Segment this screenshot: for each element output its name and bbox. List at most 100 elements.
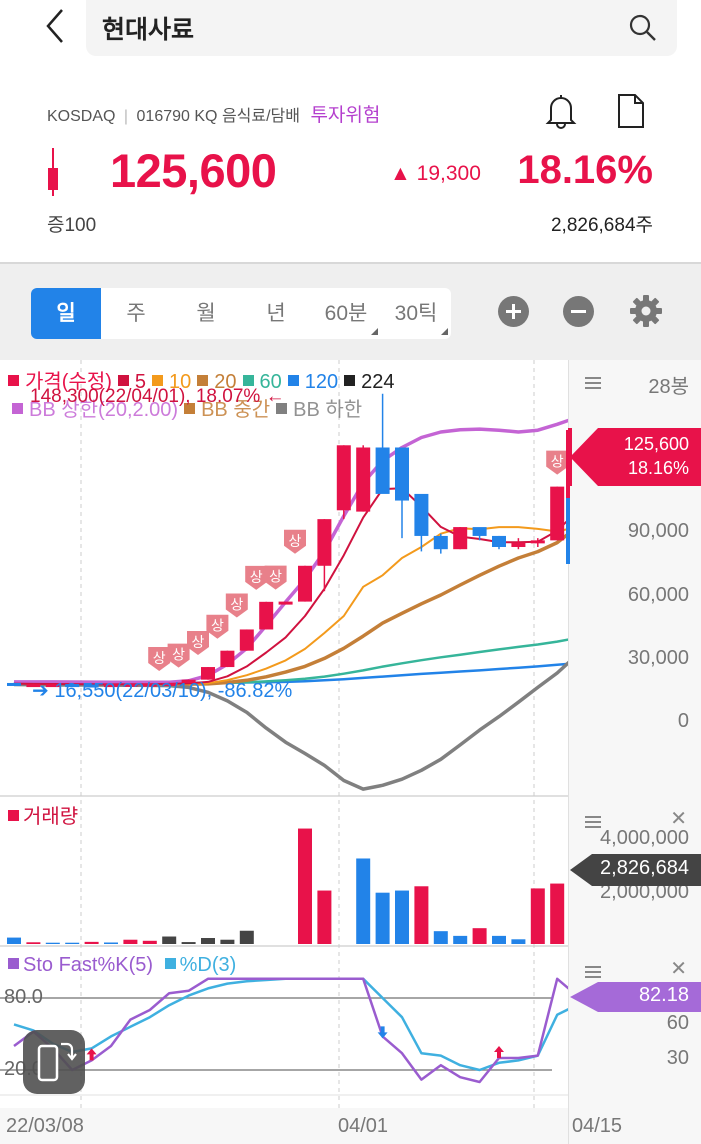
- legend-label: 20: [214, 371, 237, 393]
- y-tick: 0: [677, 710, 689, 732]
- price-sub-label: 증100: [47, 215, 97, 236]
- x-tick: 04/15: [572, 1115, 623, 1137]
- legend-swatch: [276, 403, 288, 414]
- risk-badge[interactable]: 투자위험: [310, 105, 381, 126]
- candle-down: [433, 535, 448, 550]
- legend-swatch: [197, 375, 209, 386]
- close-icon[interactable]: ✕: [670, 958, 687, 980]
- limit-up-marker: [245, 565, 268, 590]
- sto-k-line: [13, 977, 568, 1084]
- volume-bar: [26, 942, 41, 944]
- volume-bar: [142, 940, 157, 944]
- volume-bar: [201, 938, 215, 944]
- tab-label: 일: [56, 302, 76, 325]
- menu-icon[interactable]: [585, 377, 601, 389]
- candle-up: [298, 565, 312, 602]
- stochastic-legend: Sto Fast%K(5) %D(3): [8, 954, 236, 977]
- tab-60min[interactable]: 60분: [311, 288, 381, 339]
- y-tick: 4,000,000: [600, 827, 689, 849]
- limit-up-label: 상: [230, 597, 243, 613]
- menu-icon[interactable]: [585, 966, 601, 978]
- candle-up: [239, 629, 254, 651]
- y-tick: 30,000: [627, 647, 689, 669]
- legend-swatch: [242, 375, 254, 386]
- candle-up: [220, 650, 235, 668]
- x-tick: 04/01: [338, 1115, 389, 1137]
- menu-icon[interactable]: [585, 816, 601, 828]
- price-change: ▲ 19,300: [390, 162, 481, 186]
- bb-legend: BB 상한(20,2.00) BB 중간 BB 하한: [12, 393, 368, 422]
- legend-label: BB 중간: [201, 399, 271, 421]
- current-sto-tag: 82.18: [568, 982, 701, 1012]
- legend-item: 5: [117, 371, 146, 393]
- candle-up: [530, 540, 545, 544]
- legend-label: 가격(수정): [25, 371, 112, 393]
- volume-bar: [395, 890, 409, 944]
- date-axis-background: [0, 1108, 568, 1144]
- bar-count: 28봉: [648, 376, 689, 398]
- tab-30tick[interactable]: 30틱: [381, 288, 451, 339]
- volume-bar: [414, 886, 429, 944]
- zoom-in-button[interactable]: [498, 296, 529, 327]
- candle-up: [26, 684, 41, 688]
- candle-up: [104, 684, 118, 688]
- min-price-annotation: ➔ 16,550(22/03/10), -86.82%: [32, 680, 293, 702]
- volume-bar: [356, 858, 371, 944]
- candle-up: [201, 667, 215, 680]
- y-tick: 90,000: [627, 520, 689, 542]
- price-tag-text: 125,600 18.16%: [624, 432, 689, 480]
- legend-label: 224: [361, 371, 395, 393]
- tab-label: 년: [266, 302, 286, 325]
- limit-up-marker: [546, 450, 568, 475]
- candle-up: [259, 601, 274, 630]
- sto-ref-high: 80.0: [4, 986, 43, 1008]
- search-bar[interactable]: 현대사료: [86, 0, 677, 56]
- gear-icon[interactable]: [629, 294, 663, 328]
- tab-month[interactable]: 월: [171, 288, 241, 339]
- legend-swatch: [8, 375, 19, 386]
- price-legend: 가격(수정) 5 10 20 60 120 224: [8, 365, 401, 394]
- limit-up-label: 상: [192, 635, 205, 651]
- limit-up-marker: [225, 593, 248, 618]
- rotate-screen-button[interactable]: [23, 1030, 85, 1094]
- legend-label: BB 하한: [293, 399, 363, 421]
- limit-up-label: 상: [172, 648, 185, 664]
- tab-year[interactable]: 년: [241, 288, 311, 339]
- candle-up: [278, 601, 293, 605]
- volume-bar: [298, 828, 312, 944]
- search-icon[interactable]: [627, 12, 659, 44]
- candle-down: [492, 535, 506, 547]
- limit-up-label: 상: [551, 455, 564, 471]
- bell-icon[interactable]: [543, 92, 579, 130]
- tab-label: 30틱: [394, 302, 438, 325]
- volume-legend-label: 거래량: [23, 806, 79, 828]
- candle-up: [453, 527, 468, 550]
- volume-bar: [511, 939, 526, 944]
- back-button[interactable]: [38, 6, 74, 46]
- limit-up-label: 상: [269, 570, 282, 586]
- sto-d-label: %D(3): [179, 954, 237, 976]
- tab-week[interactable]: 주: [101, 288, 171, 339]
- zoom-out-button[interactable]: [563, 296, 594, 327]
- limit-up-marker: [148, 646, 171, 671]
- candle-up: [550, 486, 565, 541]
- volume-bar: [84, 941, 99, 944]
- stock-meta: KOSDAQ | 016790 KQ 음식료/담배 투자위험: [47, 100, 380, 127]
- legend-item: 20: [197, 371, 237, 393]
- volume-bar: [453, 935, 468, 944]
- x-tick: 22/03/08: [6, 1115, 84, 1137]
- document-icon[interactable]: [613, 93, 649, 129]
- tag-shape: [568, 428, 701, 486]
- volume-bar: [45, 942, 60, 944]
- candle-up: [142, 683, 157, 687]
- close-icon[interactable]: ✕: [670, 808, 687, 830]
- up-arrow-icon: ▲: [390, 162, 411, 185]
- tab-day[interactable]: 일: [31, 288, 101, 339]
- volume-bar: [7, 937, 21, 944]
- candle-up: [336, 445, 351, 511]
- y-tick: 60: [666, 1012, 689, 1034]
- tag-shape: [570, 854, 701, 886]
- y-axis-panel[interactable]: 28봉 90,000 60,000 30,000 0 ✕ 4,000,000 2…: [568, 360, 701, 1144]
